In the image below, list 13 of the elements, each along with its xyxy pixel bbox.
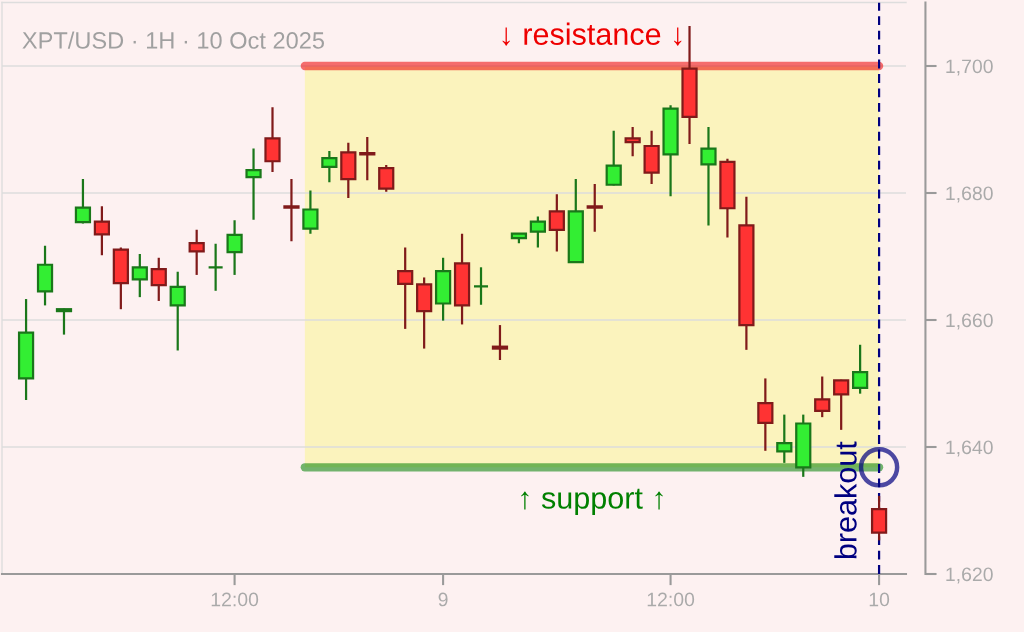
x-tick-label: 10 <box>869 592 890 607</box>
y-tick-label: 1,620 <box>946 567 993 584</box>
y-tick-label: 1,700 <box>946 59 993 76</box>
x-tick-label: 9 <box>438 592 448 607</box>
ref-line-label: ↑ support ↑ <box>521 488 663 515</box>
y-tick-label: 1,640 <box>946 440 993 457</box>
y-tick-label: 1,660 <box>946 313 993 330</box>
x-tick-label: 12:00 <box>211 592 259 607</box>
y-tick-label: 1,680 <box>946 186 993 203</box>
ref-line-label: ↓ resistance ↓ <box>502 22 682 46</box>
x-tick-label: 12:00 <box>647 592 695 607</box>
text: XPT/USD · 1H · 10 Oct 2025 <box>22 31 325 49</box>
ref-line-label: breakout <box>834 441 857 559</box>
